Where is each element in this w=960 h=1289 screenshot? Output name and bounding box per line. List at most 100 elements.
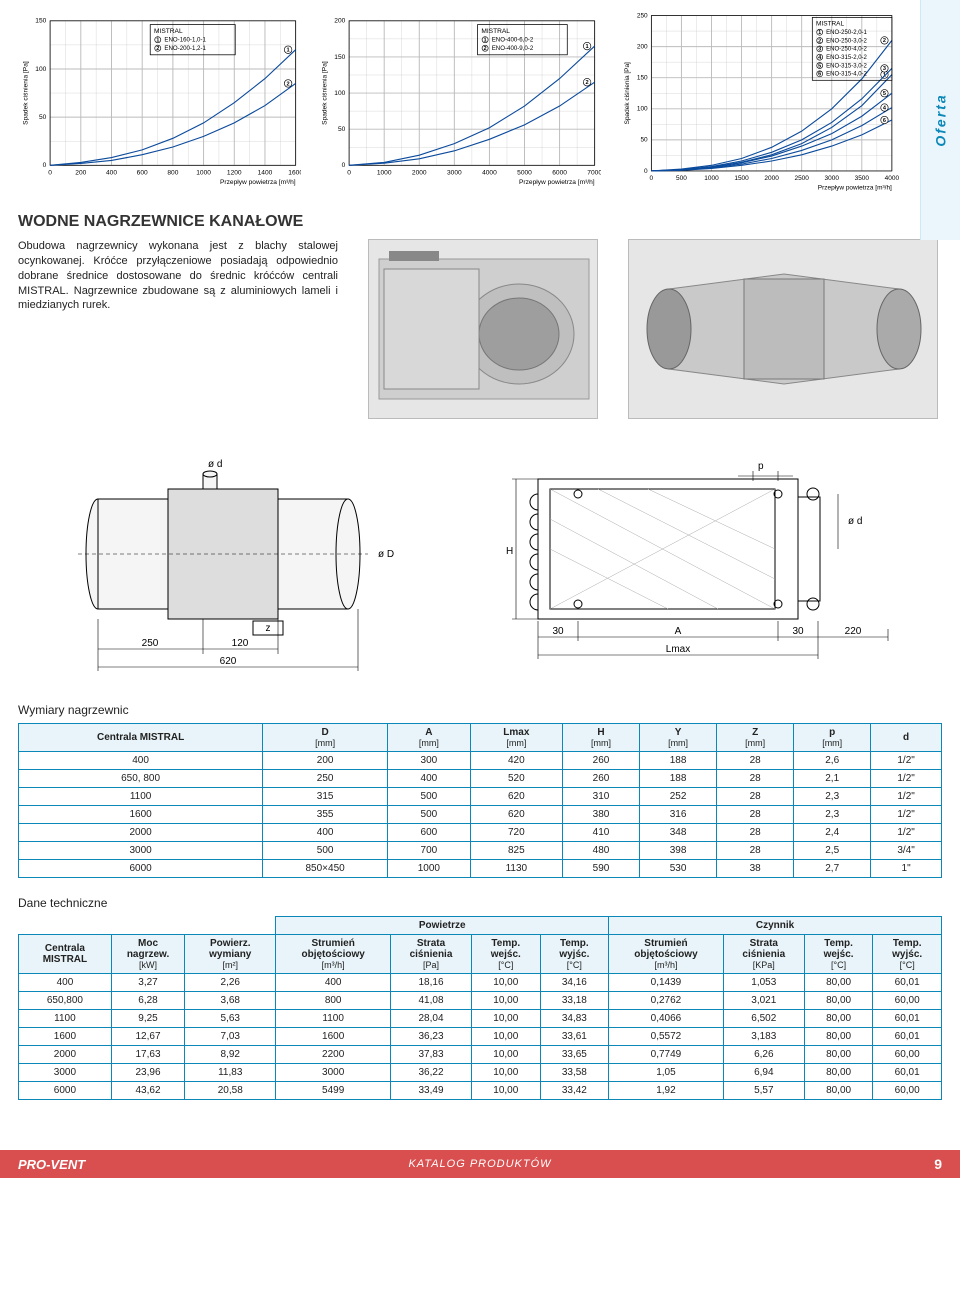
svg-text:ENO-250-4,0-2: ENO-250-4,0-2 bbox=[826, 47, 867, 53]
svg-text:2000: 2000 bbox=[764, 175, 779, 182]
svg-text:2: 2 bbox=[818, 38, 821, 44]
svg-text:1000: 1000 bbox=[704, 175, 719, 182]
svg-text:0: 0 bbox=[342, 162, 346, 169]
svg-text:2000: 2000 bbox=[412, 170, 427, 177]
svg-text:5: 5 bbox=[818, 63, 821, 69]
svg-text:7000: 7000 bbox=[588, 170, 601, 177]
svg-text:0: 0 bbox=[348, 170, 352, 177]
svg-text:5: 5 bbox=[883, 91, 886, 97]
svg-text:ENO-250-2,0-1: ENO-250-2,0-1 bbox=[826, 30, 867, 36]
svg-text:ENO-315-3,0-2: ENO-315-3,0-2 bbox=[826, 63, 867, 69]
svg-text:p: p bbox=[758, 461, 764, 472]
svg-text:1400: 1400 bbox=[258, 170, 273, 177]
svg-text:1: 1 bbox=[484, 38, 487, 44]
svg-text:4000: 4000 bbox=[884, 175, 899, 182]
svg-text:ENO-400-6,0-2: ENO-400-6,0-2 bbox=[492, 37, 534, 44]
product-photo-1 bbox=[368, 239, 598, 419]
svg-text:Przepływ powietrza [m³/h]: Przepływ powietrza [m³/h] bbox=[519, 179, 595, 186]
svg-text:MISTRAL: MISTRAL bbox=[482, 28, 511, 35]
svg-text:1600: 1600 bbox=[288, 170, 301, 177]
svg-text:0: 0 bbox=[644, 168, 648, 175]
svg-text:ø d: ø d bbox=[208, 459, 222, 470]
svg-text:500: 500 bbox=[676, 175, 687, 182]
svg-text:220: 220 bbox=[845, 626, 862, 637]
svg-text:2: 2 bbox=[156, 46, 159, 52]
svg-text:2500: 2500 bbox=[794, 175, 809, 182]
svg-text:Przepływ powietrza [m³/h]: Przepływ powietrza [m³/h] bbox=[220, 179, 296, 186]
chart-3: 0500100015002000250030003500400005010015… bbox=[617, 10, 900, 195]
svg-text:100: 100 bbox=[637, 106, 648, 113]
drawing-side: ø d ø D z 250 120 620 bbox=[58, 449, 438, 679]
svg-text:1200: 1200 bbox=[227, 170, 242, 177]
table1-title: Wymiary nagrzewnic bbox=[18, 703, 942, 717]
product-row: Obudowa nagrzewnicy wykonana jest z blac… bbox=[18, 239, 942, 419]
product-photo-2 bbox=[628, 239, 938, 419]
svg-text:50: 50 bbox=[640, 137, 648, 144]
svg-text:3000: 3000 bbox=[447, 170, 462, 177]
svg-text:2: 2 bbox=[287, 81, 290, 87]
svg-text:6: 6 bbox=[883, 118, 886, 124]
svg-text:Przepływ powietrza [m³/h]: Przepływ powietrza [m³/h] bbox=[817, 184, 891, 191]
svg-text:200: 200 bbox=[75, 170, 86, 177]
charts-row: 0200400600800100012001400160005010015012… bbox=[18, 10, 900, 195]
svg-text:5000: 5000 bbox=[517, 170, 532, 177]
svg-text:3000: 3000 bbox=[824, 175, 839, 182]
heater-dimensions-table: Centrala MISTRALD[mm]A[mm]Lmax[mm]H[mm]Y… bbox=[18, 723, 942, 878]
svg-text:2: 2 bbox=[586, 80, 589, 86]
footer-title: KATALOG PRODUKTÓW bbox=[408, 1158, 551, 1170]
svg-text:ENO-160-1,0-1: ENO-160-1,0-1 bbox=[164, 37, 206, 44]
svg-text:50: 50 bbox=[338, 126, 346, 133]
svg-text:3: 3 bbox=[883, 66, 886, 72]
svg-text:150: 150 bbox=[637, 75, 648, 82]
svg-text:H: H bbox=[506, 546, 513, 557]
svg-text:1: 1 bbox=[156, 38, 159, 44]
svg-text:0: 0 bbox=[48, 170, 52, 177]
svg-text:Spadek ciśnienia [Pa]: Spadek ciśnienia [Pa] bbox=[624, 62, 631, 124]
body-text: Obudowa nagrzewnicy wykonana jest z blac… bbox=[18, 239, 338, 313]
svg-text:z: z bbox=[266, 623, 271, 634]
svg-text:30: 30 bbox=[792, 626, 804, 637]
chart-2: 0100020003000400050006000700005010015020… bbox=[317, 10, 600, 195]
section-heading: WODNE NAGRZEWNICE KANAŁOWE bbox=[18, 213, 942, 231]
svg-text:6000: 6000 bbox=[553, 170, 568, 177]
oferta-label: Oferta bbox=[933, 93, 949, 146]
svg-text:1: 1 bbox=[287, 48, 290, 54]
svg-text:150: 150 bbox=[335, 54, 346, 61]
svg-text:2: 2 bbox=[484, 46, 487, 52]
svg-text:4000: 4000 bbox=[482, 170, 497, 177]
svg-text:ENO-250-3,0-2: ENO-250-3,0-2 bbox=[826, 38, 867, 44]
drawings-row: ø d ø D z 250 120 620 bbox=[58, 449, 942, 679]
svg-text:620: 620 bbox=[220, 656, 237, 667]
svg-text:200: 200 bbox=[637, 43, 648, 50]
svg-text:MISTRAL: MISTRAL bbox=[816, 21, 844, 28]
svg-text:ENO-315-4,0-2: ENO-315-4,0-2 bbox=[826, 72, 867, 78]
svg-text:MISTRAL: MISTRAL bbox=[154, 28, 183, 35]
table2-title: Dane techniczne bbox=[18, 896, 942, 910]
drawing-front: p ø d H 30 A 30 220 bbox=[478, 449, 938, 679]
oferta-tab: Oferta bbox=[920, 0, 960, 240]
svg-text:ø D: ø D bbox=[378, 549, 394, 560]
svg-text:200: 200 bbox=[335, 18, 346, 25]
page-footer: PRO-VENT KATALOG PRODUKTÓW 9 bbox=[0, 1150, 960, 1178]
svg-text:Lmax: Lmax bbox=[666, 644, 690, 655]
svg-text:100: 100 bbox=[35, 66, 46, 73]
footer-page-number: 9 bbox=[934, 1156, 942, 1172]
footer-logo: PRO-VENT bbox=[18, 1157, 85, 1172]
svg-text:0: 0 bbox=[649, 175, 653, 182]
svg-text:A: A bbox=[675, 626, 682, 637]
svg-text:30: 30 bbox=[552, 626, 564, 637]
svg-text:1500: 1500 bbox=[734, 175, 749, 182]
svg-text:250: 250 bbox=[142, 638, 159, 649]
technical-data-table: PowietrzeCzynnikCentrala MISTRALMoc nagr… bbox=[18, 916, 942, 1100]
svg-text:400: 400 bbox=[106, 170, 117, 177]
svg-text:100: 100 bbox=[335, 90, 346, 97]
svg-text:600: 600 bbox=[137, 170, 148, 177]
svg-text:ø d: ø d bbox=[848, 516, 862, 527]
svg-text:250: 250 bbox=[637, 12, 648, 19]
chart-1: 0200400600800100012001400160005010015012… bbox=[18, 10, 301, 195]
svg-text:1000: 1000 bbox=[196, 170, 211, 177]
svg-text:ENO-200-1,2-1: ENO-200-1,2-1 bbox=[164, 45, 206, 52]
svg-text:3500: 3500 bbox=[854, 175, 869, 182]
svg-text:ENO-400-9,0-2: ENO-400-9,0-2 bbox=[492, 45, 534, 52]
svg-text:1: 1 bbox=[818, 30, 821, 36]
